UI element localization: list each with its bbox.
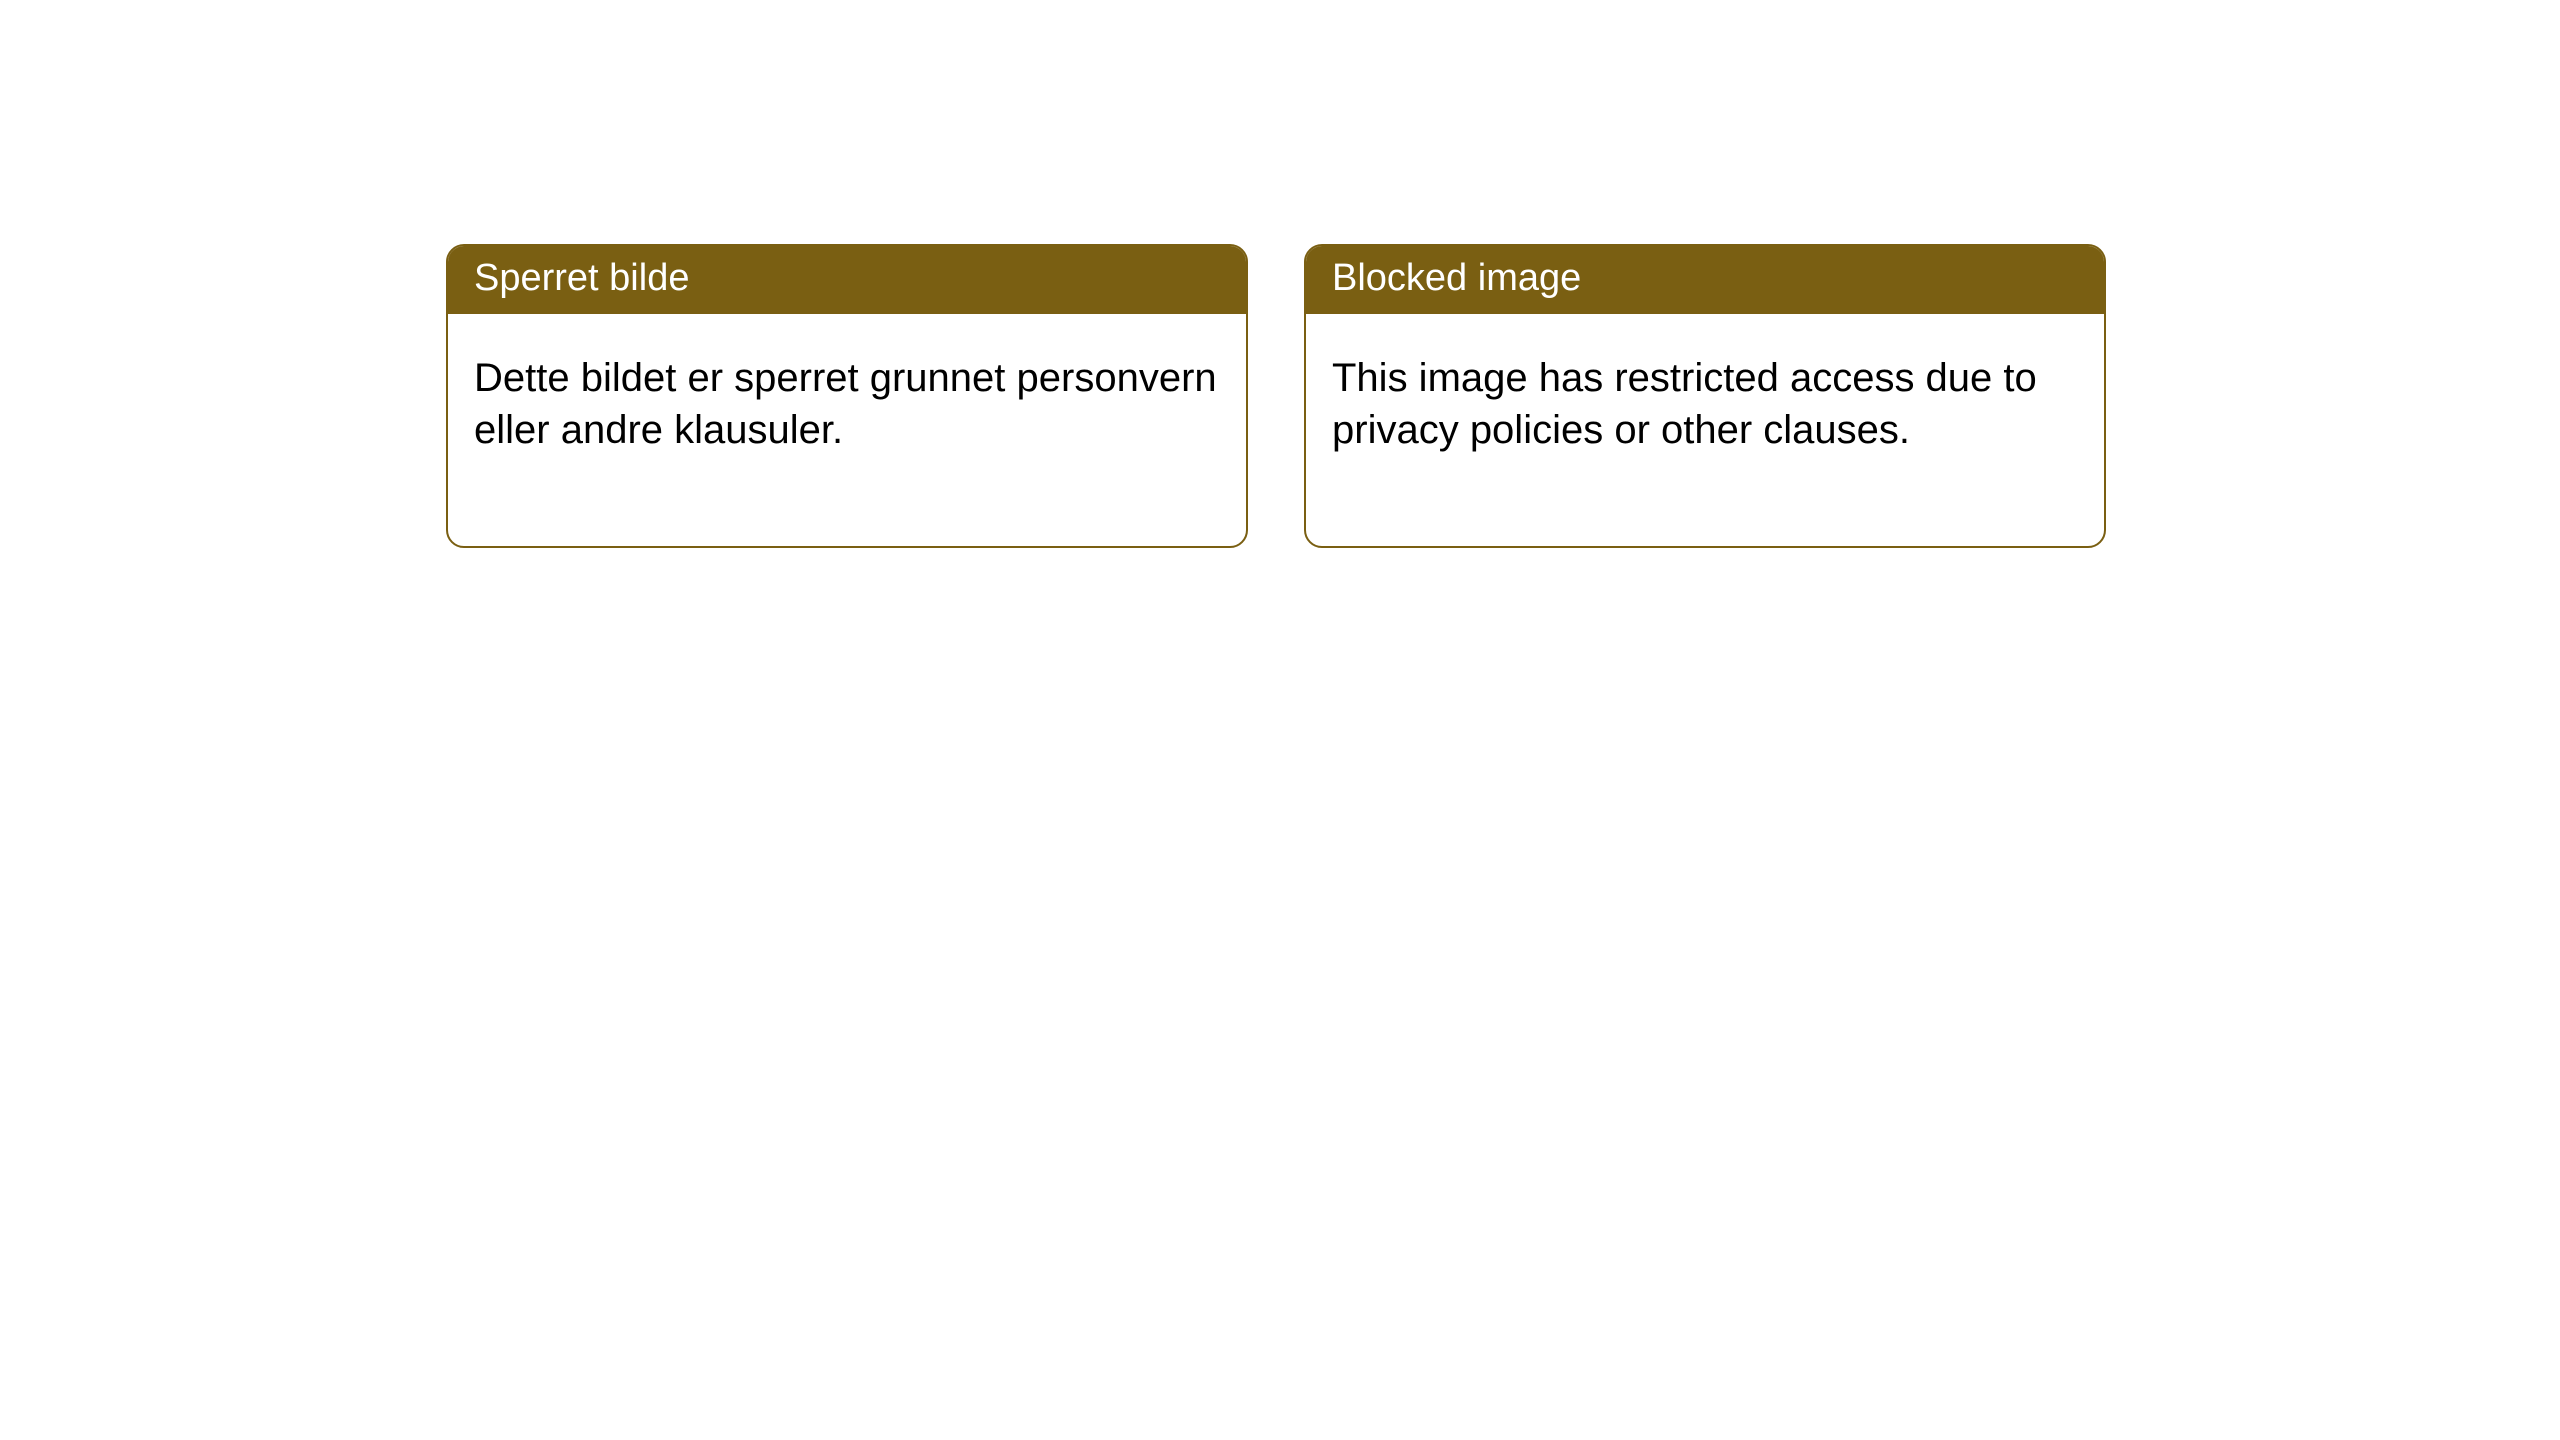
notice-title-english: Blocked image xyxy=(1332,257,1581,299)
notice-card-norwegian: Sperret bilde Dette bildet er sperret gr… xyxy=(446,244,1248,548)
notice-header-english: Blocked image xyxy=(1306,246,2104,314)
notice-text-norwegian: Dette bildet er sperret grunnet personve… xyxy=(474,356,1217,452)
notice-text-english: This image has restricted access due to … xyxy=(1332,356,2037,452)
notice-card-english: Blocked image This image has restricted … xyxy=(1304,244,2106,548)
notice-container: Sperret bilde Dette bildet er sperret gr… xyxy=(0,0,2560,548)
notice-body-norwegian: Dette bildet er sperret grunnet personve… xyxy=(448,314,1246,546)
notice-header-norwegian: Sperret bilde xyxy=(448,246,1246,314)
notice-body-english: This image has restricted access due to … xyxy=(1306,314,2104,546)
notice-title-norwegian: Sperret bilde xyxy=(474,257,689,299)
